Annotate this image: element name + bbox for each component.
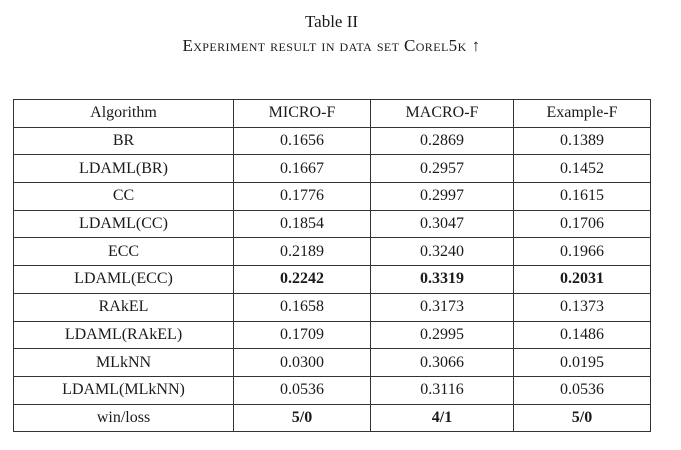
- column-header-macro-f: MACRO-F: [370, 99, 514, 128]
- algorithm-cell: LDAML(RAkEL): [13, 320, 234, 350]
- algorithm-cell: ECC: [13, 237, 234, 267]
- value-cell: 0.2957: [370, 154, 514, 184]
- value-cell: 0.2995: [370, 320, 514, 350]
- table-caption-title-text: Experiment result in data set Corel5k: [182, 36, 467, 55]
- table-caption: Table II Experiment result in data set C…: [13, 11, 650, 57]
- value-cell: 0.1615: [513, 182, 651, 211]
- column-header-algorithm: Algorithm: [13, 99, 234, 128]
- up-arrow-icon: ↑: [471, 36, 481, 55]
- column-header-micro-f: MICRO-F: [233, 99, 371, 128]
- value-cell: 5/0: [513, 403, 651, 433]
- table-row: CC 0.1776 0.2997 0.1615: [13, 182, 651, 211]
- table-row: ECC 0.2189 0.3240 0.1966: [13, 237, 651, 267]
- value-cell: 0.3319: [370, 265, 514, 294]
- table-row: LDAML(ECC) 0.2242 0.3319 0.2031: [13, 265, 651, 294]
- value-cell: 5/0: [233, 403, 371, 433]
- table-row: MLkNN 0.0300 0.3066 0.0195: [13, 348, 651, 377]
- value-cell: 0.3116: [370, 375, 514, 405]
- value-cell: 0.3047: [370, 209, 514, 239]
- value-cell: 0.3066: [370, 348, 514, 377]
- value-cell: 0.1966: [513, 237, 651, 267]
- table-row: LDAML(CC) 0.1854 0.3047 0.1706: [13, 209, 651, 239]
- results-table: Algorithm MICRO-F MACRO-F Example-F BR 0…: [13, 99, 651, 433]
- algorithm-cell: win/loss: [13, 403, 234, 433]
- table-row: BR 0.1656 0.2869 0.1389: [13, 126, 651, 156]
- value-cell: 0.1709: [233, 320, 371, 350]
- table-row: LDAML(BR) 0.1667 0.2957 0.1452: [13, 154, 651, 184]
- table-row: win/loss 5/0 4/1 5/0: [13, 403, 651, 433]
- algorithm-cell: MLkNN: [13, 348, 234, 377]
- header-row: Algorithm MICRO-F MACRO-F Example-F: [13, 99, 651, 128]
- value-cell: 0.0300: [233, 348, 371, 377]
- value-cell: 0.3240: [370, 237, 514, 267]
- column-header-example-f: Example-F: [513, 99, 651, 128]
- value-cell: 0.1656: [233, 126, 371, 156]
- value-cell: 0.2189: [233, 237, 371, 267]
- algorithm-cell: LDAML(ECC): [13, 265, 234, 294]
- value-cell: 0.1373: [513, 292, 651, 322]
- value-cell: 0.1452: [513, 154, 651, 184]
- value-cell: 0.1389: [513, 126, 651, 156]
- value-cell: 0.0536: [513, 375, 651, 405]
- algorithm-cell: CC: [13, 182, 234, 211]
- value-cell: 0.0536: [233, 375, 371, 405]
- value-cell: 0.3173: [370, 292, 514, 322]
- table-row: RAkEL 0.1658 0.3173 0.1373: [13, 292, 651, 322]
- value-cell: 0.1776: [233, 182, 371, 211]
- table-row: LDAML(RAkEL) 0.1709 0.2995 0.1486: [13, 320, 651, 350]
- value-cell: 0.2242: [233, 265, 371, 294]
- value-cell: 4/1: [370, 403, 514, 433]
- algorithm-cell: BR: [13, 126, 234, 156]
- value-cell: 0.0195: [513, 348, 651, 377]
- value-cell: 0.1854: [233, 209, 371, 239]
- table-caption-title: Experiment result in data set Corel5k ↑: [13, 35, 650, 57]
- value-cell: 0.1658: [233, 292, 371, 322]
- value-cell: 0.1486: [513, 320, 651, 350]
- value-cell: 0.2869: [370, 126, 514, 156]
- value-cell: 0.2031: [513, 265, 651, 294]
- table-row: LDAML(MLkNN) 0.0536 0.3116 0.0536: [13, 375, 651, 405]
- algorithm-cell: LDAML(MLkNN): [13, 375, 234, 405]
- value-cell: 0.2997: [370, 182, 514, 211]
- algorithm-cell: RAkEL: [13, 292, 234, 322]
- algorithm-cell: LDAML(CC): [13, 209, 234, 239]
- algorithm-cell: LDAML(BR): [13, 154, 234, 184]
- value-cell: 0.1667: [233, 154, 371, 184]
- table-caption-label: Table II: [304, 12, 359, 31]
- value-cell: 0.1706: [513, 209, 651, 239]
